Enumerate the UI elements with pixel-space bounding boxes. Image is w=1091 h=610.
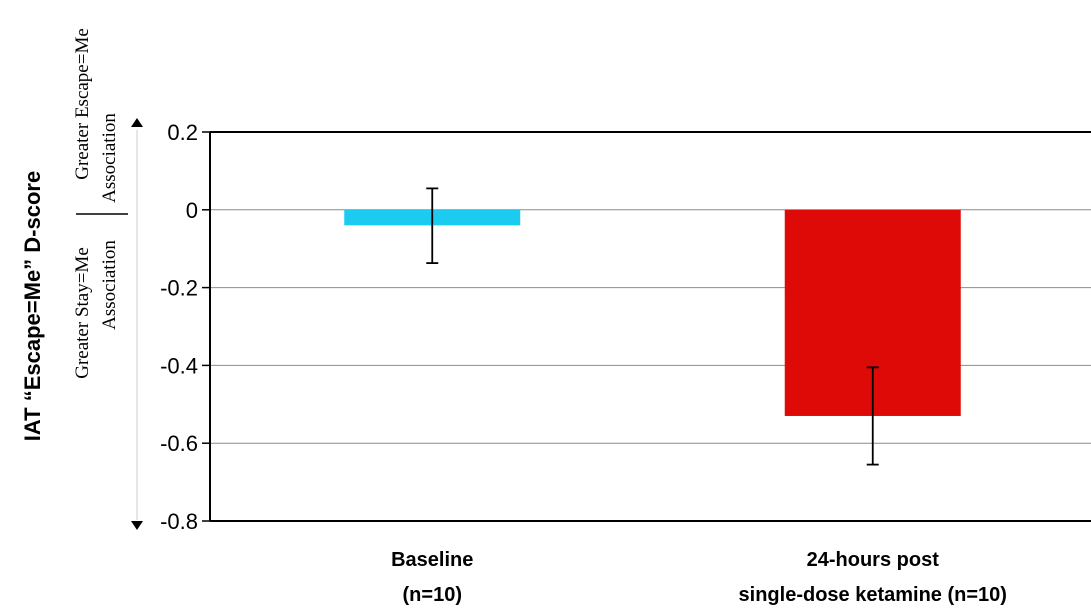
upper-annotation-line1: Greater Escape=Me	[72, 28, 93, 180]
x-tick-label-line2: single-dose ketamine (n=10)	[739, 584, 1007, 606]
y-tick-label: -0.2	[160, 276, 198, 301]
lower-annotation: Greater Stay=Me Association	[72, 240, 120, 379]
y-tick-label: -0.6	[160, 431, 198, 456]
x-tick-label-line1: Baseline	[391, 549, 473, 571]
bars	[344, 209, 961, 416]
x-tick-label-line1: 24-hours post	[807, 549, 940, 571]
x-tick-labels: Baseline (n=10) 24-hours post single-dose k…	[391, 549, 1007, 606]
upper-annotation-line2: Association	[99, 113, 120, 203]
error-bars	[426, 187, 879, 466]
upper-annotation: Greater Escape=Me Association	[72, 28, 120, 203]
x-tick-label-line2: (n=10)	[403, 584, 462, 606]
y-tick-label: -0.8	[160, 509, 198, 534]
y-tick-label: 0.2	[167, 120, 198, 145]
y-tick-label: 0	[186, 198, 198, 223]
y-axis-label: IAT “Escape=Me” D-score	[20, 171, 45, 441]
y-ticks: 0.2 0 -0.2 -0.4 -0.6 -0.8	[160, 120, 210, 534]
lower-annotation-line1: Greater Stay=Me	[72, 247, 93, 379]
up-arrow-icon	[131, 118, 143, 127]
down-arrow-icon	[131, 521, 143, 530]
lower-annotation-line2: Association	[99, 240, 120, 330]
y-tick-label: -0.4	[160, 353, 198, 378]
direction-arrows	[131, 118, 143, 530]
